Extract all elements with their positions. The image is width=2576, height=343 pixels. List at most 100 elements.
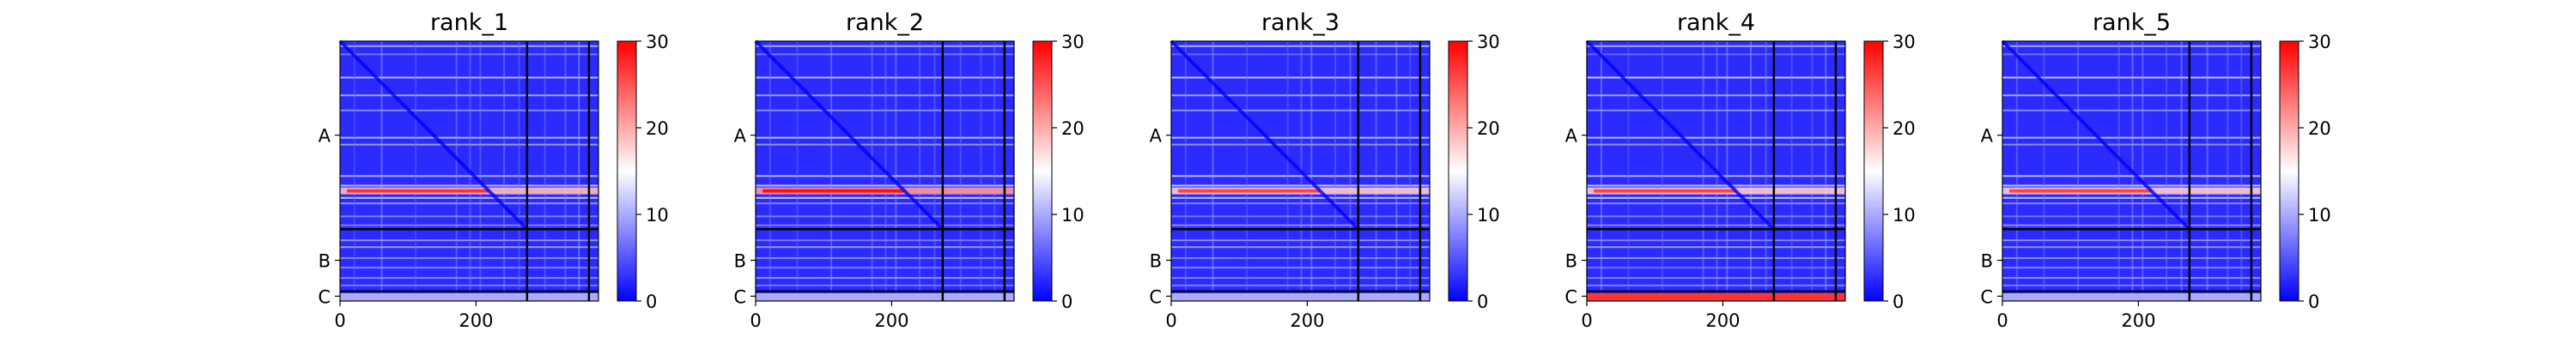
colorbar-tick-label: 30 xyxy=(1477,32,1500,52)
heatmap-row-stripe xyxy=(340,196,598,199)
heatmap-col-stripe xyxy=(1662,41,1664,301)
colorbar-tick-label: 20 xyxy=(1893,118,1916,139)
heatmap-row-stripe xyxy=(1171,76,1430,79)
chain-label: B xyxy=(1981,251,1993,272)
heatmap-col-stripe xyxy=(1825,41,1827,301)
x-tick-label: 200 xyxy=(459,310,493,331)
heatmap-col-stripe xyxy=(2227,41,2229,301)
colorbar-tick-label: 0 xyxy=(1061,292,1072,312)
heatmap-col-stripe xyxy=(2180,41,2183,301)
heatmap-col-stripe xyxy=(564,41,567,301)
heatmap-row-stripe xyxy=(2002,94,2261,97)
x-tick-label: 0 xyxy=(1581,310,1592,331)
heatmap-row-stripe xyxy=(340,277,598,280)
heatmap-row-stripe xyxy=(1171,284,1430,286)
heatmap-col-stripe xyxy=(919,41,921,301)
heatmap-row-stripe xyxy=(1171,224,1430,226)
heatmap-row-stripe xyxy=(2002,53,2261,56)
heatmap-col-stripe xyxy=(1600,41,1602,301)
colorbar-tick-label: 30 xyxy=(1061,32,1084,52)
heatmap-col-stripe xyxy=(1702,41,1704,301)
heatmap-row-stripe xyxy=(756,184,1014,187)
heatmap-row-stripe xyxy=(756,45,1014,47)
chain-label: A xyxy=(319,126,331,147)
heatmap-row-stripe xyxy=(2002,224,2261,226)
colorbar xyxy=(1863,40,1884,302)
panel-title: rank_4 xyxy=(1677,9,1755,36)
colorbar xyxy=(1032,40,1053,302)
heatmap-row-stripe xyxy=(1587,143,1845,146)
heatmap-row-stripe xyxy=(756,215,1014,218)
heatmap-diagonal xyxy=(338,39,529,231)
heatmap-row-stripe xyxy=(1587,94,1845,97)
heatmap-row-stripe xyxy=(1587,196,1845,199)
heatmap-diagonal xyxy=(754,39,945,231)
chain-label: B xyxy=(319,251,331,272)
heatmap-col-stripe xyxy=(796,41,799,301)
chain-label: B xyxy=(1565,251,1577,272)
heatmap-chain-c-rows xyxy=(1171,292,1430,301)
heatmap-row-stripe xyxy=(1587,184,1845,187)
chain-label: C xyxy=(1149,286,1162,307)
heatmap-col-stripe xyxy=(769,41,771,301)
heatmap-row-stripe xyxy=(1171,246,1430,249)
heatmap-col-stripe xyxy=(1765,41,1767,301)
heatmap-bright-band-core xyxy=(762,189,905,193)
heatmap-row-stripe xyxy=(1171,256,1430,259)
heatmap-row-stripe xyxy=(756,196,1014,199)
heatmap-col-stripe xyxy=(871,41,873,301)
heatmap-col-stripe xyxy=(2206,41,2208,301)
heatmap-bright-band-core xyxy=(2009,189,2152,193)
chain-label: C xyxy=(733,286,746,307)
panel-title: rank_2 xyxy=(846,9,924,36)
panel-title: rank_3 xyxy=(1261,9,1340,36)
heatmap-row-stripe xyxy=(1171,215,1430,218)
heatmap-col-stripe xyxy=(830,41,833,301)
panel-title: rank_5 xyxy=(2093,9,2171,36)
plot-frame xyxy=(339,40,599,302)
colorbar xyxy=(617,40,637,302)
heatmap-col-stripe xyxy=(544,41,546,301)
heatmap-col-stripe xyxy=(1246,41,1249,301)
heatmap-row-stripe xyxy=(1171,53,1430,56)
heatmap-row-stripe xyxy=(340,53,598,56)
heatmap-row-stripe xyxy=(340,202,598,205)
plot-frame xyxy=(2002,40,2262,302)
heatmap-row-stripe xyxy=(1587,45,1845,47)
colorbar-tick-label: 10 xyxy=(2308,205,2331,226)
heatmap-row-stripe xyxy=(1587,53,1845,56)
heatmap-row-stripe xyxy=(1171,175,1430,178)
heatmap-row-stripe xyxy=(756,53,1014,56)
heatmap-row-stripe xyxy=(756,239,1014,242)
x-tick-label: 0 xyxy=(1996,310,2008,331)
heatmap-row-stripe xyxy=(1171,277,1430,280)
chain-label: C xyxy=(318,286,331,307)
heatmap-row-stripe xyxy=(1587,136,1845,139)
heatmap-col-stripe xyxy=(518,41,520,301)
heatmap-row-stripe xyxy=(1587,284,1845,286)
heatmap-col-stripe xyxy=(578,41,580,301)
heatmap-row-stripe xyxy=(2002,202,2261,205)
x-tick-label: 200 xyxy=(1705,310,1740,331)
plot-frame xyxy=(1586,40,1846,302)
heatmap-col-stripe xyxy=(1627,41,1630,301)
heatmap-col-stripe xyxy=(933,41,936,301)
heatmap-row-stripe xyxy=(340,136,598,139)
heatmap-chain-c-rows xyxy=(1587,292,1845,301)
heatmap-bright-band-core xyxy=(347,189,489,193)
heatmap-row-stripe xyxy=(2002,136,2261,139)
plot-frame xyxy=(1170,40,1431,302)
heatmap-row-stripe xyxy=(1171,202,1430,205)
heatmap-row-stripe xyxy=(756,76,1014,79)
chain-label: C xyxy=(1564,286,1577,307)
heatmap-row-stripe xyxy=(1587,109,1845,111)
heatmap-row-stripe xyxy=(2002,256,2261,259)
heatmap-row-stripe xyxy=(1171,184,1430,187)
chain-label: A xyxy=(1565,126,1578,147)
heatmap-col-stripe xyxy=(2117,41,2120,301)
heatmap-row-stripe xyxy=(340,246,598,249)
